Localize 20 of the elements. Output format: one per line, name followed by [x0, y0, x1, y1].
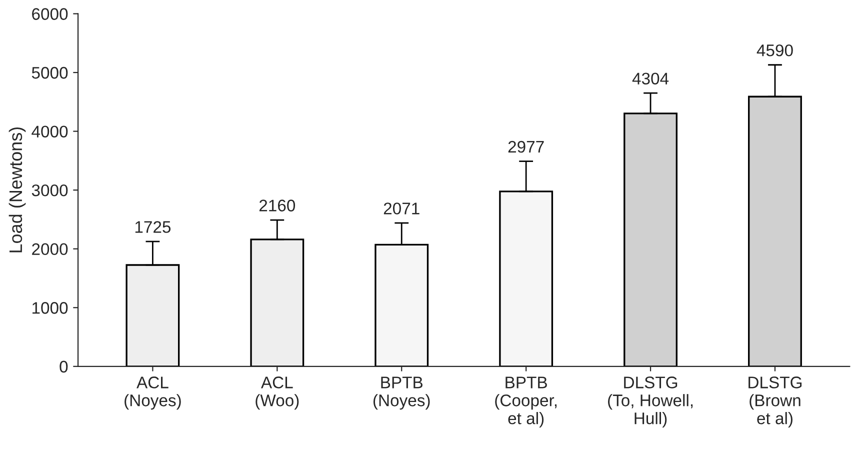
- x-tick-label: BPTB (Noyes): [373, 376, 430, 410]
- y-axis-title: Load (Newtons): [8, 127, 26, 252]
- y-tick-label: 3000: [32, 184, 68, 196]
- data-label: 2160: [259, 200, 296, 212]
- y-tick-label: 2000: [32, 243, 68, 256]
- y-tick-label: 5000: [32, 66, 68, 79]
- x-tick-label: ACL (Noyes): [124, 376, 181, 410]
- y-tick-label: 4000: [32, 126, 68, 138]
- x-tick-label: DLSTG (Brown et al): [748, 376, 802, 428]
- y-tick-label: 1000: [32, 302, 68, 314]
- data-label: 4304: [632, 72, 669, 85]
- data-label: 2071: [384, 202, 420, 214]
- y-tick-label: 6000: [32, 8, 68, 20]
- x-tick-label: DLSTG (To, Howell, Hull): [608, 376, 693, 428]
- x-tick-label: ACL (Woo): [256, 376, 299, 410]
- data-label: 1725: [135, 221, 171, 233]
- y-tick-label: 0: [60, 360, 68, 373]
- data-label: 2977: [508, 140, 544, 153]
- data-label: 4590: [756, 44, 793, 56]
- x-tick-label: BPTB (Cooper, et al): [495, 376, 557, 428]
